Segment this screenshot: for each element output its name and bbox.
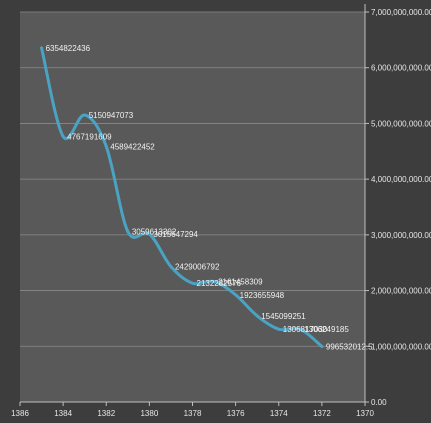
data-label: 1306817030: [283, 325, 328, 334]
x-tick-label: 1378: [184, 409, 202, 418]
data-point: [169, 265, 173, 269]
x-tick-label: 1372: [313, 409, 331, 418]
data-point: [320, 344, 324, 348]
data-labels: 6354822436 4767191609 5150947073 4589422452…: [46, 44, 374, 352]
data-label: 1923655948: [240, 291, 285, 300]
data-point: [83, 113, 87, 117]
data-label: 4767191609: [67, 132, 112, 141]
series-layer: [40, 46, 324, 348]
y-tick-label: 0.00: [371, 398, 387, 407]
x-tick-label: 1384: [54, 409, 72, 418]
x-tick-label: 1374: [270, 409, 288, 418]
data-label: 996532012.5: [326, 342, 373, 351]
data-point: [234, 293, 238, 297]
data-point: [255, 314, 259, 318]
x-tick-label: 1380: [140, 409, 158, 418]
y-tick-label: 6,000,000,000.00: [371, 64, 431, 73]
data-point: [212, 280, 216, 284]
y-tick-label: 7,000,000,000.00: [371, 8, 431, 17]
plot-area: [20, 12, 365, 402]
x-tick-label: 1376: [227, 409, 245, 418]
x-tick-label: 1370: [356, 409, 374, 418]
data-point: [40, 46, 44, 50]
data-point: [104, 144, 108, 148]
data-label: 3059613302: [132, 228, 177, 237]
data-label: 6354822436: [46, 44, 91, 53]
data-point: [277, 327, 281, 331]
data-label: 2429006792: [175, 263, 220, 272]
data-label: 3015647294: [153, 230, 198, 239]
data-label: 1545099251: [261, 312, 306, 321]
data-point: [147, 232, 151, 236]
data-label: 2161458309: [218, 278, 263, 287]
y-tick-label: 2,000,000,000.00: [371, 287, 431, 296]
data-label: 4589422452: [110, 142, 155, 151]
data-point: [126, 230, 130, 234]
data-label: 1306249185: [304, 325, 349, 334]
data-point: [61, 134, 65, 138]
y-tick-label: 1,000,000,000.00: [371, 342, 431, 351]
y-tick-label: 3,000,000,000.00: [371, 231, 431, 240]
x-tick-label: 1386: [11, 409, 29, 418]
data-point: [191, 281, 194, 285]
y-tick-label: 5,000,000,000.00: [371, 119, 431, 128]
gridlines: [20, 11, 365, 347]
data-label: 5150947073: [89, 111, 134, 120]
data-label: 2132282576: [197, 279, 242, 288]
axes: 0.00 1,000,000,000.00 2,000,000,000.00 3,00…: [11, 4, 431, 418]
data-point: [298, 327, 302, 331]
x-tick-label: 1382: [97, 409, 115, 418]
y-tick-label: 4,000,000,000.00: [371, 175, 431, 184]
